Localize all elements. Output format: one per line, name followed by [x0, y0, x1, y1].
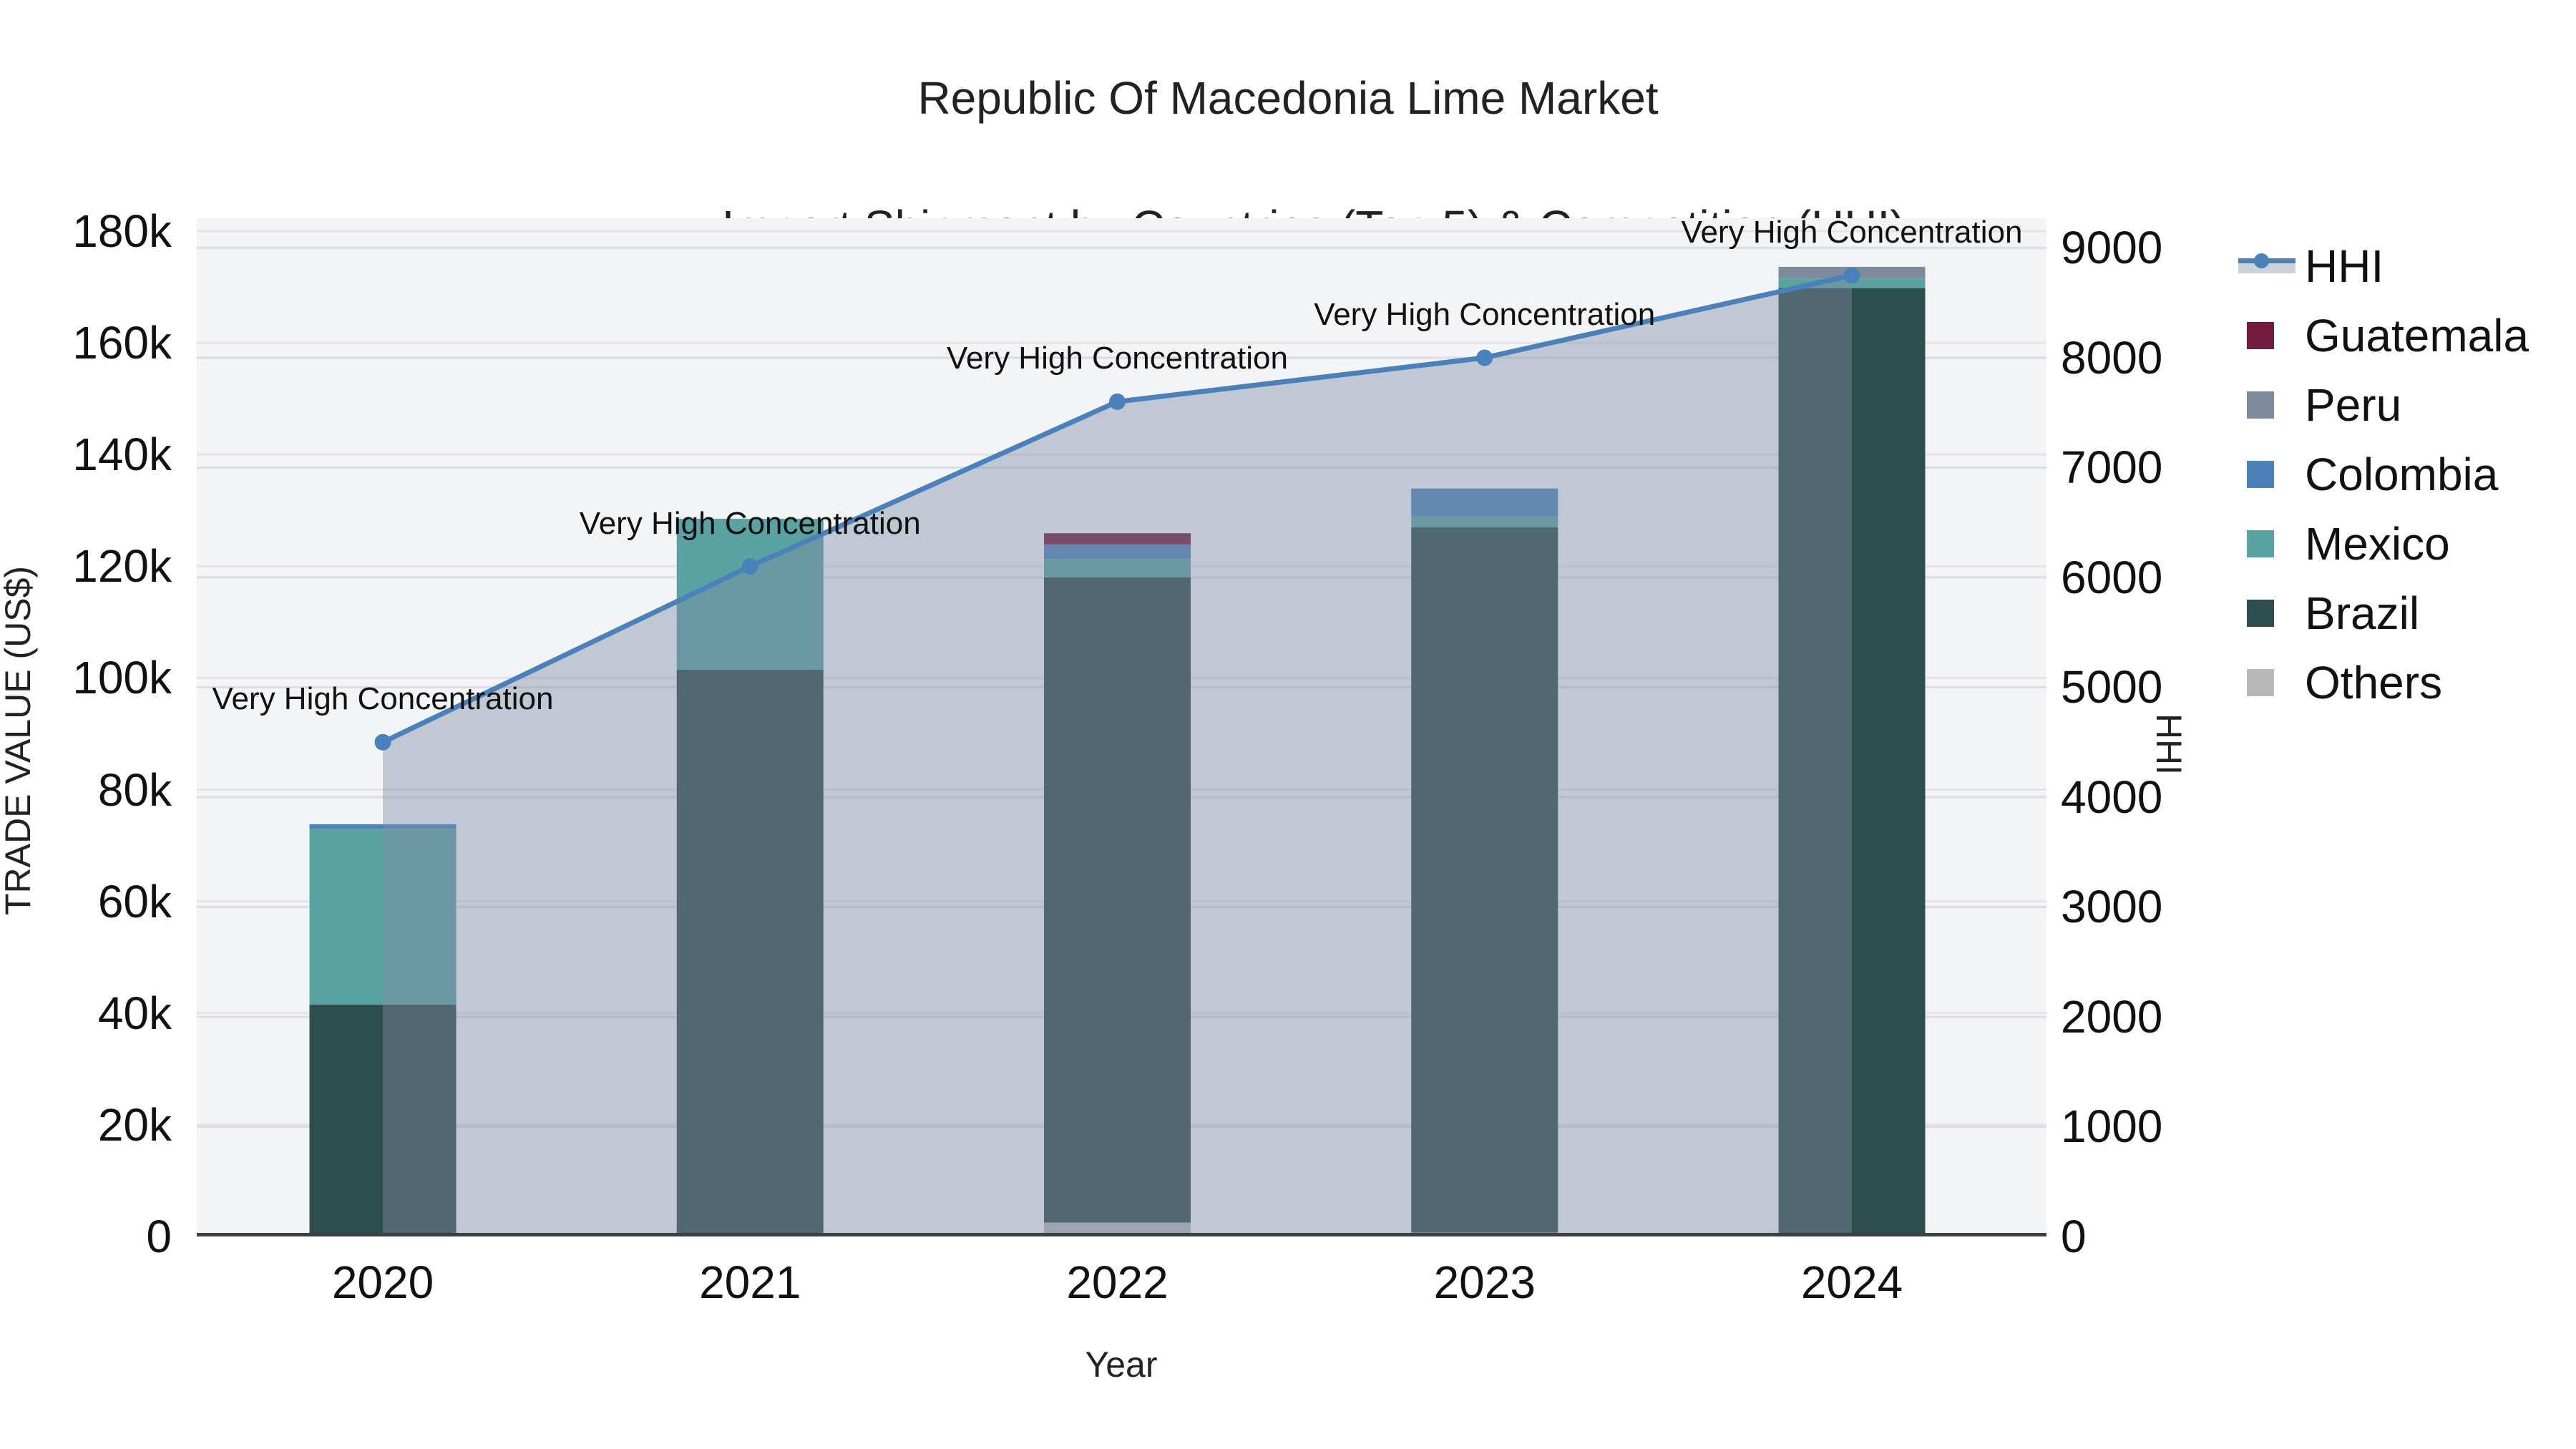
legend-swatch-icon	[2238, 321, 2305, 350]
annotation-2022: Very High Concentration	[947, 341, 1288, 376]
legend-swatch-icon	[2238, 599, 2305, 628]
y-right-tick-9000: 9000	[2061, 222, 2163, 274]
legend-swatch-icon	[2238, 668, 2305, 697]
y-left-tick-40k: 40k	[97, 987, 172, 1039]
bar-segment-brazil-2023[interactable]	[1411, 527, 1558, 1233]
y-left-tick-80k: 80k	[97, 763, 172, 816]
legend-label-others: Others	[2305, 656, 2443, 708]
y-right-tick-7000: 7000	[2061, 441, 2163, 494]
hhi-marker-2022[interactable]	[1109, 393, 1126, 410]
bar-segment-mexico-2020[interactable]	[309, 829, 457, 1005]
y-left-tick-120k: 120k	[72, 540, 172, 592]
legend-swatch-icon	[2238, 391, 2305, 419]
annotation-2020: Very High Concentration	[212, 681, 554, 717]
hhi-line-icon	[2238, 252, 2305, 280]
legend-color-swatch	[2247, 530, 2274, 557]
y-left-tick-60k: 60k	[97, 875, 172, 927]
hhi-marker-2023[interactable]	[1476, 349, 1493, 366]
x-tick-2023: 2023	[1433, 1257, 1536, 1308]
bar-segment-colombia-2022[interactable]	[1044, 544, 1191, 560]
x-axis-line	[197, 1233, 2046, 1236]
x-tick-2021: 2021	[699, 1257, 801, 1308]
bar-segment-mexico-2022[interactable]	[1044, 559, 1191, 577]
y-right-tick-2000: 2000	[2061, 990, 2163, 1043]
legend-color-swatch	[2247, 391, 2274, 419]
bar-segment-mexico-2023[interactable]	[1411, 516, 1558, 527]
y-left-tick-160k: 160k	[72, 317, 172, 369]
y-right-tick-8000: 8000	[2061, 331, 2163, 384]
legend: HHI Guatemala Peru Colombia Mexico Brazil Othe…	[2238, 231, 2529, 717]
legend-item-mexico[interactable]: Mexico	[2238, 509, 2529, 578]
legend-label-mexico: Mexico	[2305, 517, 2450, 570]
bar-segment-brazil-2020[interactable]	[309, 1005, 457, 1236]
plot-area	[197, 218, 2046, 1236]
bar-segment-guatemala-2022[interactable]	[1044, 533, 1191, 545]
legend-item-guatemala[interactable]: Guatemala	[2238, 301, 2529, 370]
hhi-area	[383, 275, 1852, 1236]
legend-label-colombia: Colombia	[2305, 448, 2499, 500]
legend-color-swatch	[2247, 460, 2274, 488]
legend-label-hhi: HHI	[2305, 240, 2384, 292]
legend-item-hhi[interactable]: HHI	[2238, 231, 2529, 301]
y-right-tick-0: 0	[2061, 1211, 2087, 1262]
y-right-axis-title: HHI	[2149, 713, 2189, 776]
annotation-2024: Very High Concentration	[1681, 214, 2023, 250]
legend-swatch-icon	[2238, 530, 2305, 558]
y-left-tick-20k: 20k	[97, 1098, 172, 1151]
hhi-marker-2021[interactable]	[741, 558, 758, 575]
legend-item-colombia[interactable]: Colombia	[2238, 439, 2529, 509]
x-tick-2024: 2024	[1800, 1257, 1903, 1308]
bar-segment-brazil-2022[interactable]	[1044, 577, 1191, 1223]
y-left-tick-140k: 140k	[72, 429, 172, 481]
x-tick-2022: 2022	[1066, 1257, 1169, 1308]
legend-color-swatch	[2247, 599, 2274, 627]
y-left-tick-100k: 100k	[72, 652, 172, 704]
chart-title-line1: Republic Of Macedonia Lime Market	[917, 72, 1659, 124]
legend-item-peru[interactable]: Peru	[2238, 370, 2529, 439]
hhi-marker-2024[interactable]	[1843, 267, 1860, 284]
hhi-marker-2020[interactable]	[374, 733, 391, 751]
legend-item-brazil[interactable]: Brazil	[2238, 578, 2529, 648]
legend-color-swatch	[2247, 668, 2274, 696]
y-right-tick-5000: 5000	[2061, 661, 2163, 713]
annotation-2021: Very High Concentration	[579, 505, 921, 541]
plot-canvas	[197, 230, 2046, 1236]
legend-label-guatemala: Guatemala	[2305, 309, 2529, 361]
y-left-tick-180k: 180k	[72, 205, 172, 257]
y-right-tick-3000: 3000	[2061, 881, 2163, 933]
legend-color-swatch	[2247, 321, 2274, 349]
bar-segment-brazil-2021[interactable]	[676, 669, 824, 1236]
y-left-tick-0: 0	[146, 1211, 172, 1262]
legend-label-peru: Peru	[2305, 379, 2402, 431]
bar-segment-brazil-2024[interactable]	[1778, 288, 1926, 1234]
y-left-axis-title: TRADE VALUE (US$)	[0, 565, 38, 916]
hhi-marker-sample	[2254, 253, 2269, 268]
annotation-2023: Very High Concentration	[1314, 296, 1656, 332]
legend-label-brazil: Brazil	[2305, 587, 2420, 639]
hhi-area-sample	[2238, 263, 2296, 273]
legend-swatch-icon	[2238, 460, 2305, 489]
x-axis-title: Year	[1085, 1345, 1158, 1385]
y-right-tick-1000: 1000	[2061, 1101, 2163, 1153]
y-right-tick-6000: 6000	[2061, 551, 2163, 603]
bar-segment-colombia-2020[interactable]	[309, 824, 457, 829]
bar-segment-colombia-2023[interactable]	[1411, 488, 1558, 517]
y-right-tick-4000: 4000	[2061, 771, 2163, 823]
x-tick-2020: 2020	[331, 1257, 434, 1308]
legend-item-others[interactable]: Others	[2238, 648, 2529, 717]
